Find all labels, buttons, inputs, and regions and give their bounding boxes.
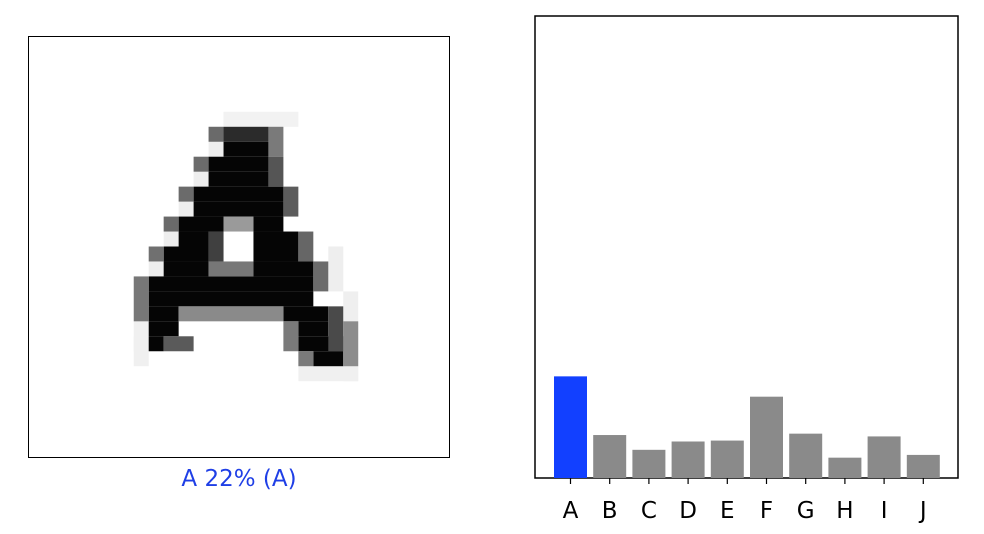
plot-frame bbox=[534, 15, 959, 479]
prediction-caption: A 22% (A) bbox=[181, 466, 297, 492]
x-tick-label-c: C bbox=[641, 498, 657, 524]
bar-d bbox=[671, 441, 705, 478]
x-tick-label-f: F bbox=[760, 498, 773, 524]
bars-group bbox=[554, 376, 940, 478]
bar-e bbox=[710, 440, 744, 478]
x-tick-label-h: H bbox=[836, 498, 853, 524]
x-tick-label-g: G bbox=[797, 498, 815, 524]
bar-i bbox=[867, 436, 901, 478]
bar-c bbox=[632, 449, 666, 478]
letter-a-image bbox=[133, 111, 359, 382]
letter-a-pixels bbox=[133, 111, 359, 382]
x-tick-label-i: I bbox=[881, 498, 888, 524]
bar-b bbox=[593, 435, 627, 478]
bar-f bbox=[750, 396, 783, 478]
x-tick-label-j: J bbox=[918, 498, 927, 524]
bar-h bbox=[828, 457, 862, 478]
x-tick-label-e: E bbox=[720, 498, 735, 524]
x-tick-label-d: D bbox=[679, 498, 697, 524]
x-tick-label-a: A bbox=[563, 498, 579, 524]
letter-image-panel bbox=[28, 36, 450, 458]
bar-g bbox=[789, 433, 823, 478]
x-tick-label-b: B bbox=[602, 498, 618, 524]
bar-j bbox=[906, 454, 940, 478]
bar-a bbox=[554, 376, 587, 478]
